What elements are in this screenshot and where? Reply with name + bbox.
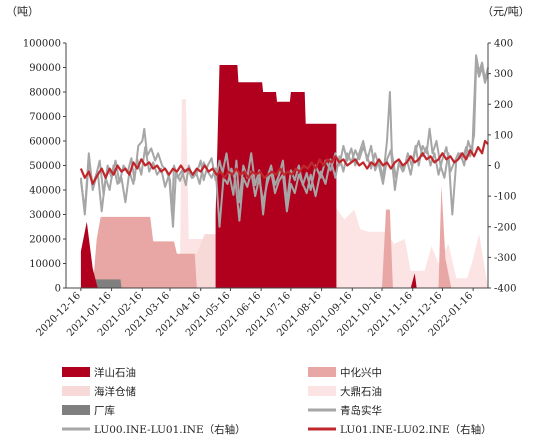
- right-tick-label: -400: [494, 284, 516, 295]
- legend-label-3: 海洋仓储: [94, 385, 136, 398]
- legend-swatch-5: [62, 405, 90, 415]
- legend-label-1: 洋山石油: [94, 366, 136, 379]
- line-series-group: [79, 54, 489, 228]
- right-tick-label: -100: [494, 192, 516, 203]
- right-tick-label: 400: [494, 39, 513, 50]
- left-tick-label: 60000: [29, 137, 61, 148]
- right-tick-label: 200: [494, 100, 513, 111]
- legend-label-7: LU00.INE-LU01.INE（右轴）: [94, 423, 246, 436]
- area-series-group: [66, 65, 489, 288]
- legend-label-5: 厂库: [94, 404, 115, 417]
- left-tick-label: 100000: [23, 39, 61, 50]
- right-tick-label: -200: [494, 222, 516, 233]
- legend-label-4: 大鼎石油: [340, 385, 382, 398]
- left-tick-label: 80000: [29, 88, 61, 99]
- legend-label-6: 青岛实华: [340, 404, 382, 417]
- legend-swatch-2: [308, 367, 336, 377]
- left-tick-label: 20000: [29, 235, 61, 246]
- left-axis-unit: （吨）: [6, 5, 39, 18]
- legend-swatch-3: [62, 386, 90, 396]
- right-tick-label: -300: [494, 253, 516, 264]
- left-tick-label: 70000: [29, 112, 61, 123]
- right-tick-label: 300: [494, 69, 513, 80]
- left-tick-label: 90000: [29, 63, 61, 74]
- left-tick-label: 10000: [29, 259, 61, 270]
- legend-label-8: LU01.INE-LU02.INE（右轴）: [340, 423, 492, 436]
- left-tick-label: 50000: [29, 161, 61, 172]
- legend-swatch-1: [62, 367, 90, 377]
- area-series-4: [66, 279, 488, 288]
- area-series-1: [66, 99, 488, 288]
- area-series-5-block: [215, 65, 337, 288]
- area-series-3: [66, 185, 488, 288]
- legend-swatch-4: [308, 386, 336, 396]
- right-tick-label: 0: [494, 161, 500, 172]
- left-tick-label: 30000: [29, 210, 61, 221]
- left-tick-label: 0: [55, 284, 61, 295]
- right-axis-unit: （元/吨）: [482, 5, 530, 18]
- line-series-2: [79, 63, 489, 228]
- line-series-3: [79, 139, 489, 185]
- right-tick-label: 100: [494, 130, 513, 141]
- left-tick-label: 40000: [29, 186, 61, 197]
- legend-label-2: 中化兴中: [340, 366, 382, 379]
